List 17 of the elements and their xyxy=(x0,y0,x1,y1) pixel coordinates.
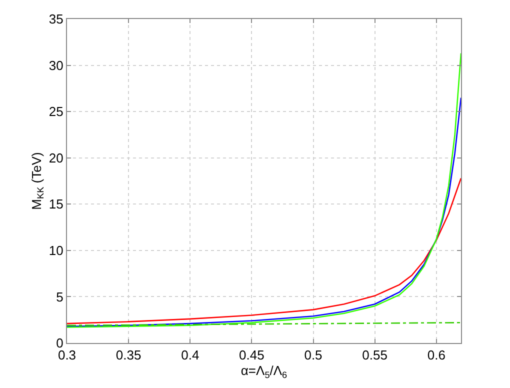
x-axis-title: α=Λ$_{5}$/Λ$_{6}$ xyxy=(240,363,288,380)
y-tick-label: 5 xyxy=(56,289,64,304)
line-series xyxy=(67,52,461,328)
line-series xyxy=(67,97,461,327)
y-tick-label: 10 xyxy=(48,242,64,258)
x-tick-label: 0.55 xyxy=(362,348,388,363)
x-tick-label: 0.35 xyxy=(116,348,142,363)
y-tick-label: 20 xyxy=(48,150,64,166)
y-tick-label: 25 xyxy=(48,104,64,120)
line-series xyxy=(67,178,461,324)
y-tick-label: 35 xyxy=(48,12,64,27)
y-tick-label: 15 xyxy=(48,196,64,212)
x-tick-label: 0.6 xyxy=(427,348,446,363)
x-tick-label: 0.5 xyxy=(304,348,322,363)
x-tick-label: 0.45 xyxy=(239,348,264,363)
y-tick-label: 30 xyxy=(48,58,64,73)
x-tick-label: 0.4 xyxy=(181,348,200,363)
